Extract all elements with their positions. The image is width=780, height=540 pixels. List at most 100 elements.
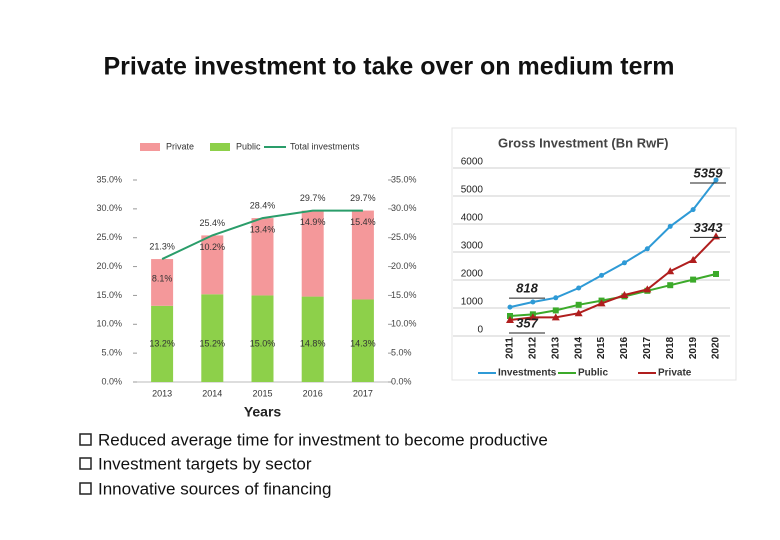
- data-label: 28.4%: [250, 200, 276, 210]
- data-label: 13.4%: [250, 224, 276, 234]
- legend-label: Private: [166, 141, 194, 151]
- point: [713, 271, 719, 277]
- y-tick-label: 10.0%: [96, 319, 122, 329]
- data-label: 5359: [694, 165, 724, 180]
- point: [551, 313, 560, 321]
- y-tick-label: 15.0%: [96, 290, 122, 300]
- data-label: 14.8%: [300, 338, 326, 348]
- bar-segment: [351, 299, 374, 382]
- bar-segment: [301, 296, 324, 382]
- bar-segment: [351, 210, 374, 300]
- x-tick-label: 2014: [573, 336, 584, 359]
- y2-tick-label: 30.0%: [391, 203, 417, 213]
- series-line: [509, 179, 717, 309]
- x-tick-label: 2019: [688, 336, 699, 359]
- bullet-box: [79, 433, 92, 446]
- point: [552, 307, 559, 314]
- point: [713, 177, 719, 183]
- legend-label: Total investments: [290, 141, 360, 151]
- total-line: [161, 209, 363, 260]
- x-tick-label: 2015: [252, 388, 272, 398]
- legend-swatch: [210, 143, 230, 151]
- bar-segment: [151, 259, 174, 306]
- data-label: 8.1%: [152, 273, 173, 283]
- point: [599, 272, 605, 278]
- data-label: 15.0%: [250, 338, 276, 348]
- y2-tick-label: 0.0%: [391, 376, 412, 386]
- point: [530, 299, 536, 305]
- data-label: 10.2%: [200, 242, 226, 252]
- x-tick-label: 2020: [711, 336, 722, 359]
- bar-segment: [251, 218, 274, 296]
- point: [666, 267, 675, 275]
- point: [667, 223, 673, 229]
- y-tick-label: 5000: [461, 185, 484, 196]
- y-tick-label: 35.0%: [96, 174, 122, 184]
- bullet-text: Innovative sources of financing: [98, 479, 331, 498]
- data-label: 29.7%: [300, 193, 326, 203]
- data-label: 14.3%: [350, 338, 376, 348]
- point: [644, 246, 650, 252]
- y2-tick-label: 25.0%: [391, 232, 417, 242]
- legend-label: Public: [236, 141, 261, 151]
- data-label: 15.2%: [200, 338, 226, 348]
- data-label: 15.4%: [350, 217, 376, 227]
- bullet-box: [79, 457, 92, 470]
- data-label: 357: [516, 315, 538, 330]
- y-tick-label: 0.0%: [101, 376, 122, 386]
- bar-segment: [251, 295, 274, 382]
- bullet-text: Reduced average time for investment to b…: [98, 430, 548, 449]
- point: [506, 316, 514, 324]
- slide-title: Private investment to take over on mediu…: [103, 53, 674, 81]
- y-tick-label: 6000: [461, 157, 484, 168]
- x-tick-label: 2017: [642, 336, 653, 359]
- point: [690, 276, 697, 283]
- y2-tick-label: 5.0%: [391, 348, 412, 358]
- point: [576, 285, 582, 291]
- y2-tick-label: 10.0%: [391, 319, 417, 329]
- y-tick-label: 2000: [461, 269, 484, 280]
- data-label: 14.9%: [300, 217, 326, 227]
- data-label: 13.2%: [149, 338, 175, 348]
- point: [575, 301, 582, 308]
- legend-label: Investments: [498, 368, 557, 379]
- chart-frame: [451, 127, 737, 381]
- y2-tick-label: 35.0%: [391, 174, 417, 184]
- y-tick-label: 5.0%: [101, 348, 122, 358]
- x-tick-label: 2012: [528, 336, 539, 359]
- point: [507, 304, 513, 310]
- legend-label: Public: [578, 368, 608, 379]
- y-tick-label: 1000: [461, 297, 484, 308]
- x-tick-label: 2016: [303, 388, 323, 398]
- point: [597, 299, 606, 307]
- data-label: 25.4%: [200, 218, 226, 228]
- bar-segment: [151, 305, 174, 382]
- bar-segment: [201, 235, 224, 295]
- point: [528, 313, 537, 321]
- point: [620, 291, 629, 298]
- bullet-list: Reduced average time for investment to b…: [79, 430, 548, 498]
- bullet-text: Investment targets by sector: [98, 454, 312, 473]
- x-tick-label: 2017: [353, 388, 373, 398]
- point: [553, 295, 559, 301]
- chart-title: Gross Investment (Bn RwF): [498, 135, 668, 150]
- x-tick-label: 2018: [665, 336, 676, 359]
- legend-label: Private: [658, 368, 692, 379]
- y-tick-label: 4000: [461, 213, 484, 224]
- data-label: 21.3%: [149, 241, 175, 251]
- x-tick-label: 2015: [596, 336, 607, 359]
- data-label: 29.7%: [350, 193, 376, 203]
- y2-tick-label: 15.0%: [391, 290, 417, 300]
- series-line: [509, 235, 717, 321]
- bar-segment: [301, 210, 324, 297]
- y-tick-label: 25.0%: [96, 232, 122, 242]
- x-tick-label: 2016: [619, 336, 630, 359]
- y-tick-label: 20.0%: [96, 261, 122, 271]
- point: [643, 285, 652, 293]
- y-tick-label: 30.0%: [96, 203, 122, 213]
- y-tick-label: 0: [477, 325, 483, 336]
- data-label: 3343: [694, 220, 724, 235]
- x-tick-label: 2013: [152, 388, 172, 398]
- data-label: 818: [516, 281, 538, 296]
